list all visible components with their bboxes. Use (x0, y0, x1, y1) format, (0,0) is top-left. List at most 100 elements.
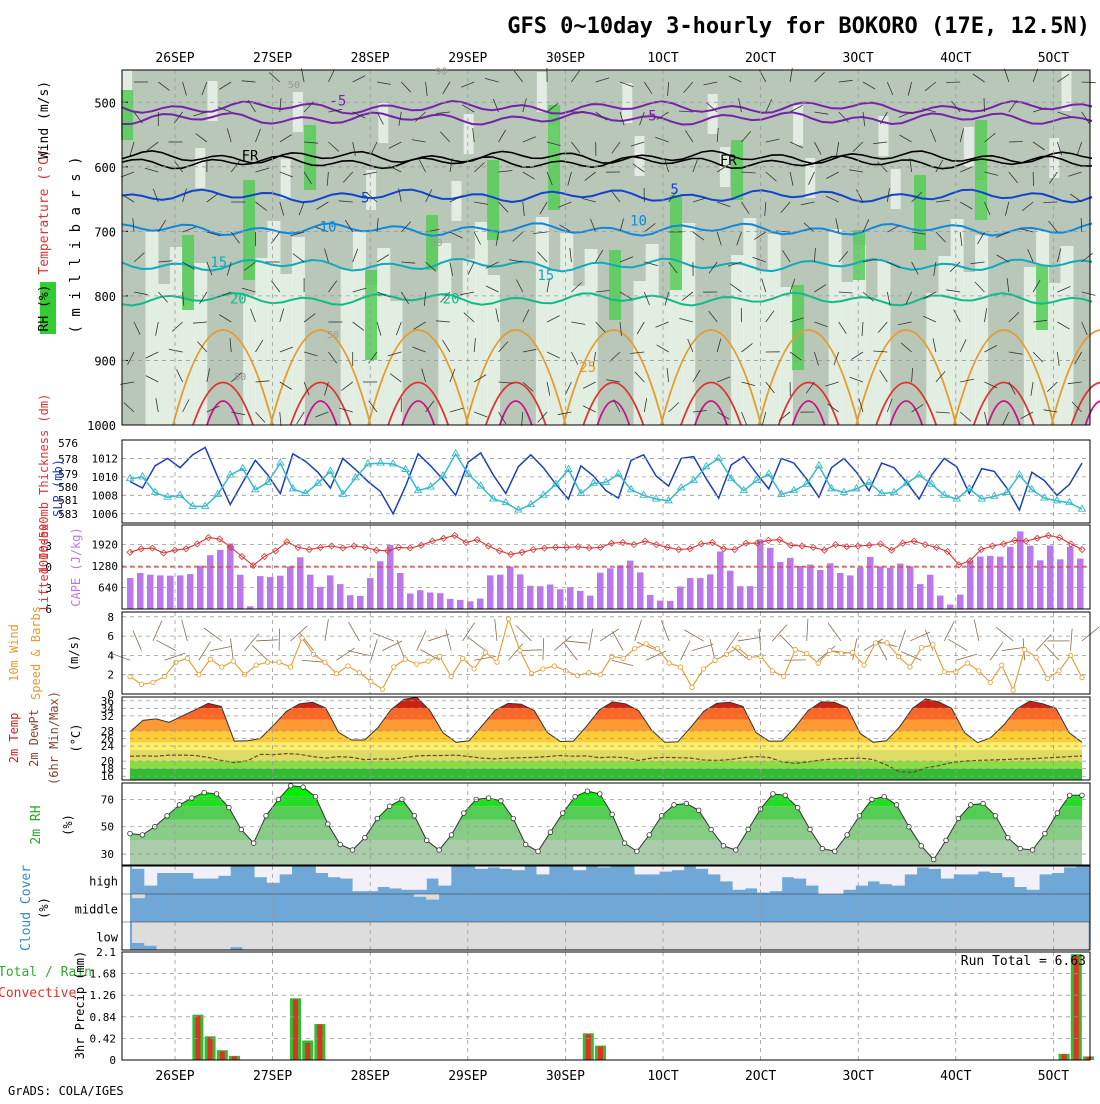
cape-bar (157, 575, 164, 609)
wind-speed-point (403, 657, 407, 661)
cape-bar (277, 576, 284, 609)
wind-speed-point (380, 687, 384, 691)
cloud-low-clear (794, 922, 807, 950)
wind-speed-point (713, 658, 717, 662)
isotherm-label: -5 (329, 94, 346, 110)
moist-patch (365, 270, 377, 360)
cloud-low-clear (867, 922, 880, 950)
cloud-low-clear (1039, 922, 1052, 950)
rh-tick: 50 (101, 821, 114, 834)
cape-bar (527, 586, 534, 609)
cloud-low-clear (684, 922, 697, 950)
cape-bar (257, 576, 264, 609)
dry-patch (1024, 267, 1037, 425)
cloud-high-clear (389, 866, 402, 888)
wind-speed-point (495, 660, 499, 664)
date-label-bottom: 2OCT (745, 1069, 776, 1084)
wind-speed-point (862, 663, 866, 667)
wind-speed-point (965, 661, 969, 665)
dry-patch (438, 243, 451, 425)
rh-point (214, 792, 219, 797)
isotherm-label: 50 (234, 372, 246, 383)
rh-point (462, 811, 467, 816)
rh-point (424, 838, 429, 843)
cloud-middle-clear (414, 894, 427, 897)
cloud-low-clear (500, 922, 513, 950)
cloud-low-clear (365, 922, 378, 950)
wind-speed-point (254, 663, 258, 667)
pressure-tick: 500 (94, 96, 116, 110)
slp-tick: 1008 (92, 489, 119, 502)
cape-bar (477, 599, 484, 609)
cape-bar (317, 587, 324, 609)
cape-bar (1067, 547, 1074, 610)
rh-point (190, 796, 195, 801)
cloud-level-label: middle (75, 902, 118, 916)
cloud-high-clear (733, 866, 746, 890)
cloud-low-clear (831, 922, 844, 950)
cloud-level-label: low (96, 930, 118, 944)
cloud-low-clear (1076, 922, 1089, 950)
wind-speed-point (369, 679, 373, 683)
precip-conv-bar (1062, 1054, 1067, 1060)
cloud-low-clear (463, 922, 476, 950)
cape-bar (707, 574, 714, 609)
cloud-low-clear (647, 922, 660, 950)
cloud-low-clear (144, 922, 157, 946)
cloud-low-clear (757, 922, 770, 950)
moist-patch (670, 195, 682, 290)
cloud-high-clear (426, 866, 439, 879)
wind-barb (1009, 142, 1023, 143)
wind-speed-point (277, 660, 281, 664)
cape-bar (667, 601, 674, 609)
cloud-low-clear (635, 922, 648, 950)
cloud-low-clear (818, 922, 831, 950)
wind-speed-point (667, 661, 671, 665)
wind-speed-point (701, 667, 705, 671)
cloud-low-clear (206, 922, 219, 950)
wind-speed-point (323, 660, 327, 664)
wind-speed-point (564, 669, 568, 673)
wind-speed-point (632, 646, 636, 650)
cape-bar (147, 575, 154, 609)
cloud-high-clear (255, 866, 268, 877)
cape-bar (747, 586, 754, 609)
cloud-high-clear (402, 866, 415, 890)
wind-speed-point (942, 670, 946, 674)
cape-bar (997, 557, 1004, 609)
precip-tick: 0.84 (90, 1011, 117, 1024)
temp-unit: (°C) (69, 724, 83, 753)
cloud-high-clear (769, 866, 782, 891)
cloud-high-clear (144, 866, 157, 886)
moist-patch (853, 230, 865, 280)
cloud-low-clear (414, 922, 427, 950)
cape-bar (187, 574, 194, 609)
cloud-high-clear (782, 866, 795, 877)
cloud-high-clear (794, 866, 807, 879)
isotherm-label: 15 (210, 255, 227, 271)
cape-bar (1027, 546, 1034, 609)
rh-point (313, 794, 318, 799)
cloud-high-clear (1002, 866, 1015, 877)
wind-speed-point (690, 685, 694, 689)
rh-point (870, 797, 875, 802)
date-label-top: 30SEP (546, 51, 585, 66)
cloud-high-clear (340, 866, 353, 879)
cape-bar (497, 575, 504, 609)
temp-label: 2m Temp (7, 713, 21, 764)
rh-point (375, 816, 380, 821)
isotherm-label: 10 (630, 214, 647, 230)
wind-speed-point (265, 660, 269, 664)
cape-bar (657, 601, 664, 609)
date-label-bottom: 5OCT (1038, 1069, 1069, 1084)
cape-tick: 640 (98, 581, 118, 594)
dry-patch (145, 231, 158, 425)
cloud-high-clear (855, 866, 868, 886)
dry-patch (951, 219, 964, 425)
cloud-high-clear (328, 866, 341, 877)
cloud-low-clear (855, 922, 868, 950)
cloud-low-clear (622, 922, 635, 950)
temp-tick: 20 (101, 755, 114, 768)
cloud-low-clear (132, 922, 145, 943)
